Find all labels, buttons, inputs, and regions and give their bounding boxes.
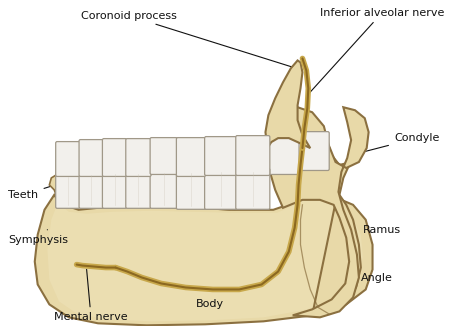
FancyBboxPatch shape: [299, 132, 329, 170]
Polygon shape: [265, 60, 310, 148]
FancyBboxPatch shape: [236, 168, 270, 209]
FancyBboxPatch shape: [79, 171, 103, 208]
Text: Angle: Angle: [361, 272, 393, 283]
FancyBboxPatch shape: [176, 169, 206, 209]
Polygon shape: [49, 167, 265, 210]
Polygon shape: [268, 108, 366, 315]
FancyBboxPatch shape: [102, 139, 127, 177]
FancyBboxPatch shape: [79, 140, 103, 177]
Text: Coronoid process: Coronoid process: [81, 11, 294, 68]
Text: Mental nerve: Mental nerve: [54, 269, 128, 322]
FancyBboxPatch shape: [236, 136, 270, 176]
Text: Condyle: Condyle: [365, 133, 439, 151]
FancyBboxPatch shape: [176, 138, 206, 177]
FancyBboxPatch shape: [126, 139, 151, 177]
FancyBboxPatch shape: [150, 169, 177, 208]
FancyBboxPatch shape: [102, 170, 127, 208]
FancyBboxPatch shape: [268, 134, 300, 174]
FancyBboxPatch shape: [55, 173, 80, 208]
Text: Ramus: Ramus: [363, 225, 401, 235]
FancyBboxPatch shape: [205, 137, 237, 176]
FancyBboxPatch shape: [126, 170, 151, 208]
Polygon shape: [47, 200, 363, 321]
FancyBboxPatch shape: [150, 138, 177, 174]
Polygon shape: [35, 195, 373, 325]
FancyBboxPatch shape: [205, 168, 237, 209]
Text: Inferior alveolar nerve: Inferior alveolar nerve: [309, 8, 444, 93]
Polygon shape: [267, 107, 369, 317]
FancyBboxPatch shape: [55, 142, 80, 177]
Text: Symphysis: Symphysis: [9, 230, 68, 245]
Text: Teeth: Teeth: [9, 186, 53, 200]
Text: Body: Body: [196, 300, 224, 309]
